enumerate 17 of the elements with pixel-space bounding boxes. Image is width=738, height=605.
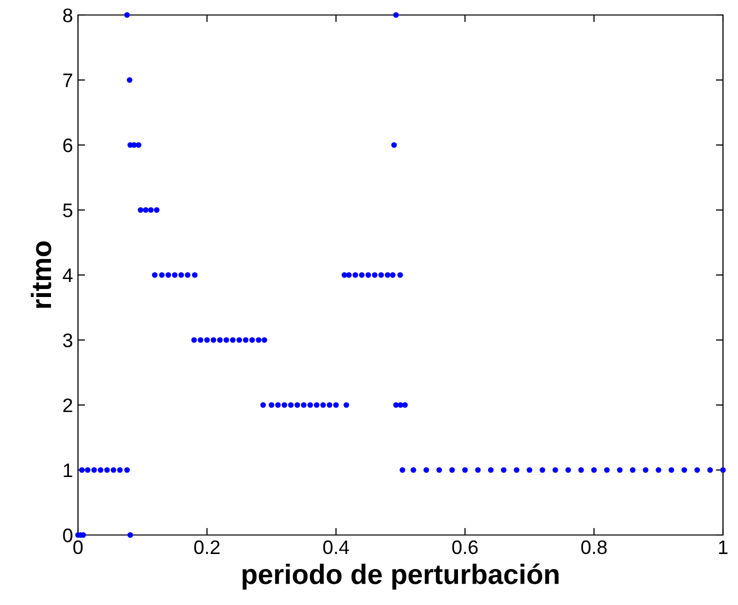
x-tick-label: 1 bbox=[719, 540, 728, 554]
y-tick-label: 5 bbox=[63, 204, 72, 218]
y-tick-label: 8 bbox=[63, 8, 72, 22]
y-tick-label: 1 bbox=[64, 464, 72, 478]
y-axis-title: ritmo bbox=[30, 241, 52, 308]
y-tick-label: 6 bbox=[63, 138, 72, 152]
x-tick-label: 0 bbox=[73, 540, 83, 554]
x-tick-label: 0.4 bbox=[323, 540, 349, 554]
y-tick-label: 4 bbox=[62, 268, 73, 282]
y-tick-label: 2 bbox=[63, 398, 72, 412]
y-tick-label: 0 bbox=[63, 528, 72, 542]
y-tick-label: 7 bbox=[63, 74, 72, 88]
x-axis-title: periodo de perturbación bbox=[242, 564, 559, 590]
x-tick-label: 0.6 bbox=[452, 540, 478, 554]
x-tick-label: 0.2 bbox=[194, 540, 220, 554]
y-tick-label: 3 bbox=[63, 333, 72, 348]
x-tick-label: 0.8 bbox=[581, 540, 607, 554]
